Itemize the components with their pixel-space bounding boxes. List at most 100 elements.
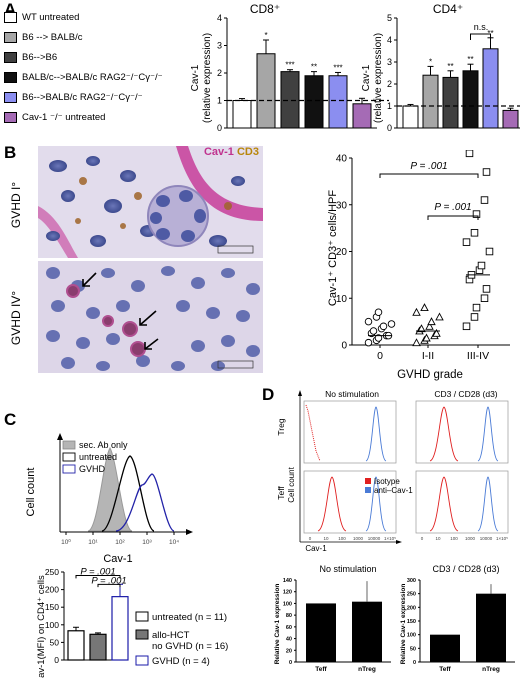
y-tick-label: 200 bbox=[407, 605, 416, 611]
hist-box bbox=[415, 470, 509, 534]
bar bbox=[89, 633, 107, 661]
y-tick-label: 100 bbox=[407, 633, 416, 639]
y-tick-label: 150 bbox=[407, 619, 416, 625]
scatter-plot: 0 10 20 30 40 0 I-II III-IV P = .001 P = .001 bbox=[336, 150, 510, 362]
hist-legend-swatch-sec bbox=[62, 440, 76, 450]
d-x-arrow-icon bbox=[396, 540, 402, 544]
panel-letter-c: C bbox=[4, 410, 17, 429]
y-tick-label: 120 bbox=[283, 590, 292, 596]
bar bbox=[67, 630, 85, 661]
point-circle bbox=[379, 322, 388, 331]
p-label-1: P = .001 bbox=[410, 161, 447, 172]
legend-item-b6-balbc-rag2: B6-->BALB/c RAG2⁻/⁻Cγ⁻/⁻ bbox=[4, 90, 143, 104]
d-bar2-ylabel: Relative Cav-1 expression bbox=[400, 584, 407, 665]
ns-bracket bbox=[470, 33, 491, 40]
significance-label: * bbox=[429, 57, 432, 66]
point-square bbox=[470, 229, 479, 237]
d-col1-title: No stimulation bbox=[325, 389, 379, 399]
y-tick-label: 200 bbox=[45, 585, 59, 595]
mfi-legend-swatch-gvhd bbox=[135, 655, 149, 666]
legend-label: Cav-1 ⁻/⁻ untreated bbox=[22, 111, 106, 123]
y-tick-label: 40 bbox=[336, 154, 348, 165]
point-square bbox=[462, 322, 471, 331]
micrograph-gvhd-4-image bbox=[38, 261, 263, 373]
curve-anti-cav1 bbox=[477, 406, 499, 462]
mfi-legend-untreated: untreated (n = 11) bbox=[152, 612, 227, 623]
legend-item-balbc-rag2: BALB/c-->BALB/c RAG2⁻/⁻Cγ⁻/⁻ bbox=[4, 70, 163, 84]
legend-label: B6-->BALB/c RAG2⁻/⁻Cγ⁻/⁻ bbox=[22, 91, 143, 103]
hist-legend-sec: sec. Ab only bbox=[79, 440, 128, 450]
significance-label: *** bbox=[333, 63, 342, 72]
hist-x-arrow-icon bbox=[186, 529, 193, 535]
curve-isotype bbox=[429, 406, 459, 462]
cd4-ylabel-1: Cav-1 bbox=[361, 64, 372, 91]
significance-label: ** bbox=[467, 55, 473, 64]
d-legend-swatch-anti bbox=[365, 487, 371, 493]
bar bbox=[402, 105, 419, 129]
hist-box bbox=[303, 470, 397, 534]
panel-d-histograms: No stimulation CD3 / CD28 (d3) Treg Teff… bbox=[276, 389, 509, 553]
d-hist-grid: 0 10 100 1000 10000 1×10⁵ 0 10 100 1000 10000 1×10⁵ bbox=[303, 400, 509, 541]
d-bar1-title: No stimulation bbox=[319, 564, 376, 574]
point-circle bbox=[364, 338, 373, 347]
hist-ylabel: Cell count bbox=[25, 468, 37, 517]
legend-swatch bbox=[4, 51, 17, 63]
hist-x-tick-label: 100 bbox=[450, 536, 458, 541]
mfi-ylabel: Cav-1(MFI) on CD4⁺ cells bbox=[36, 575, 47, 678]
point-triangle bbox=[427, 317, 436, 326]
scatter-ylabel: Cav-1⁺ CD3⁺ cells/HPF bbox=[327, 190, 339, 306]
d-bar-chart-no-stim: 0 20 40 60 80 100 120 140 Teff nTreg bbox=[283, 578, 391, 673]
legend-item-b6-b6: B6-->B6 bbox=[4, 50, 57, 64]
hist-x-tick-label: 10¹ bbox=[88, 539, 98, 546]
bar bbox=[482, 48, 499, 129]
curve-isotype bbox=[317, 476, 347, 532]
point-square bbox=[480, 196, 489, 204]
stain-legend: Cav-1 CD3 bbox=[40, 146, 263, 166]
legend-label: WT untreated bbox=[22, 11, 80, 23]
hist-curve-untreated bbox=[101, 455, 155, 532]
y-tick-label: 100 bbox=[45, 620, 59, 630]
panel-c-histogram: 10⁰ 10¹ 10² 10³ 10⁴ Cell count Cav-1 sec. Ab… bbox=[25, 433, 193, 565]
p-bracket-1 bbox=[75, 575, 121, 579]
hist-x-tick-label: 1×10⁵ bbox=[496, 536, 508, 541]
point-square bbox=[465, 150, 474, 158]
curve-anti-cav1 bbox=[365, 406, 387, 462]
legend-label: BALB/c-->BALB/c RAG2⁻/⁻Cγ⁻/⁻ bbox=[22, 71, 163, 83]
hist-legend-untreated: untreated bbox=[79, 452, 117, 462]
y-tick-label: 0 bbox=[289, 660, 292, 666]
x-tick-label: III-IV bbox=[467, 350, 489, 362]
d-bar-chart-stim: 0 50 100 150 200 250 300 Teff nTreg bbox=[407, 578, 515, 673]
y-tick-label: 80 bbox=[286, 613, 292, 619]
y-tick-label: 300 bbox=[407, 578, 416, 584]
y-tick-label: 4 bbox=[217, 13, 222, 23]
y-tick-label: 1 bbox=[217, 96, 222, 106]
significance-label: ** bbox=[487, 29, 493, 38]
point-circle bbox=[374, 308, 383, 317]
bar bbox=[328, 75, 348, 129]
hist-legend-swatch-untreated bbox=[62, 452, 76, 462]
hist-x-tick-label: 10 bbox=[323, 536, 329, 541]
x-tick-label: Teff bbox=[315, 666, 327, 673]
bar bbox=[352, 601, 382, 662]
y-tick-label: 2 bbox=[217, 68, 222, 78]
y-tick-label: 140 bbox=[283, 578, 292, 584]
panel-a-charts: CD8⁺ Cav-1 (relative expression) 01234**… bbox=[190, 2, 520, 133]
micrograph-gvhd-1-image bbox=[38, 146, 263, 258]
point-circle bbox=[369, 327, 378, 335]
y-tick-label: 20 bbox=[286, 648, 292, 654]
bar bbox=[256, 53, 276, 129]
p-bracket-2 bbox=[427, 215, 479, 220]
point-square bbox=[470, 313, 479, 321]
stain-cd3-label: CD3 bbox=[236, 146, 259, 158]
bar bbox=[422, 74, 439, 129]
row-label-gvhd-4: GVHD IV° bbox=[9, 291, 23, 345]
hist-x-tick-label: 10³ bbox=[142, 539, 152, 546]
bar bbox=[304, 75, 324, 129]
p-bracket-2 bbox=[97, 583, 121, 588]
hist-x-tick-label: 1000 bbox=[465, 536, 476, 541]
cd8-ylabel-1: Cav-1 bbox=[190, 64, 201, 91]
d-legend-anti: anti–Cav-1 bbox=[374, 486, 413, 495]
point-square bbox=[472, 210, 481, 218]
d-legend-isotype: Isotype bbox=[374, 477, 400, 486]
